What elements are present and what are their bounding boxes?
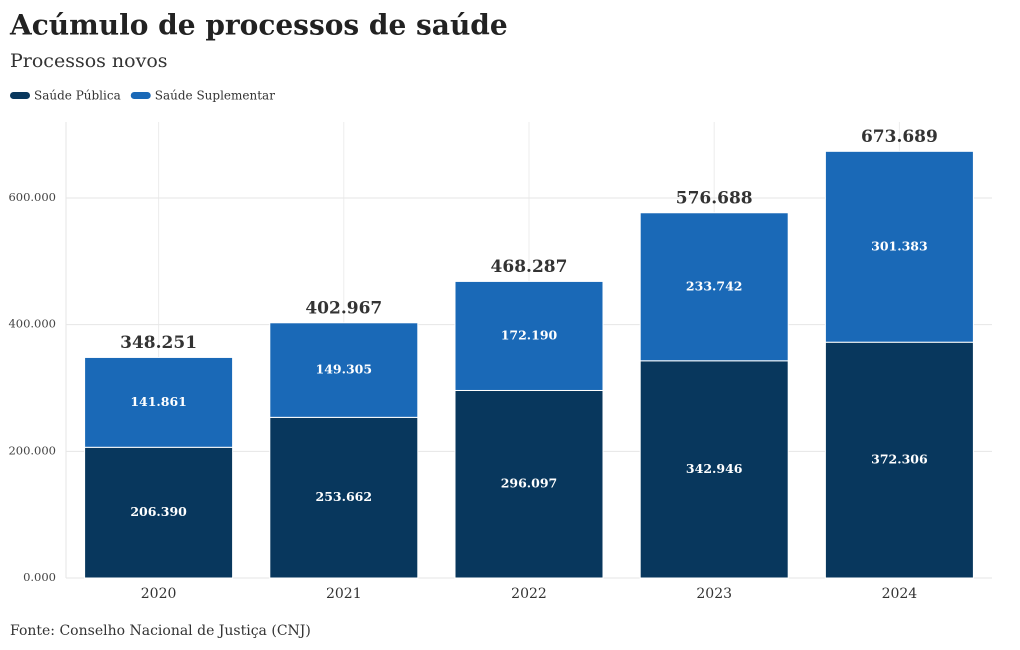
- data-label: 372.306: [871, 452, 928, 467]
- total-label: 576.688: [676, 188, 753, 208]
- legend-swatch: [130, 92, 151, 99]
- data-label: 206.390: [130, 504, 187, 519]
- legend-label: Saúde Pública: [34, 89, 121, 103]
- x-tick-label: 2022: [511, 586, 547, 602]
- y-tick-label: 600.000: [8, 190, 56, 204]
- data-label: 149.305: [316, 362, 373, 377]
- y-tick-label: 0.000: [23, 570, 56, 584]
- bar-segment: [824, 150, 974, 343]
- y-tick-label: 200.000: [8, 443, 56, 457]
- legend-label: Saúde Suplementar: [155, 89, 275, 103]
- bar-segment: [454, 389, 604, 579]
- bar-segment: [84, 356, 234, 448]
- data-label: 233.742: [686, 278, 743, 293]
- data-label: 141.861: [130, 394, 187, 409]
- data-label: 342.946: [686, 461, 743, 476]
- x-tick-label: 2024: [882, 586, 918, 602]
- bar-segment: [269, 416, 419, 579]
- y-tick-label: 400.000: [8, 317, 56, 331]
- total-label: 468.287: [491, 257, 568, 277]
- bar-segment: [639, 360, 789, 579]
- chart-subtitle: Processos novos: [10, 50, 168, 72]
- bar-segment: [269, 322, 419, 418]
- data-label: 301.383: [871, 238, 928, 253]
- data-label: 253.662: [316, 489, 373, 504]
- total-label: 673.689: [861, 127, 938, 147]
- total-label: 348.251: [120, 333, 197, 353]
- legend-swatch: [10, 92, 30, 99]
- x-tick-label: 2020: [141, 586, 177, 602]
- bar-segment: [454, 280, 604, 391]
- data-label: 296.097: [501, 476, 558, 491]
- bar-segment: [824, 341, 974, 579]
- total-label: 402.967: [305, 298, 382, 318]
- x-tick-label: 2023: [696, 586, 732, 602]
- source-note: Fonte: Conselho Nacional de Justiça (CNJ…: [10, 623, 311, 639]
- x-tick-label: 2021: [326, 586, 362, 602]
- chart-title: Acúmulo de processos de saúde: [9, 9, 508, 42]
- bar-segment: [639, 212, 789, 362]
- data-label: 172.190: [501, 327, 558, 342]
